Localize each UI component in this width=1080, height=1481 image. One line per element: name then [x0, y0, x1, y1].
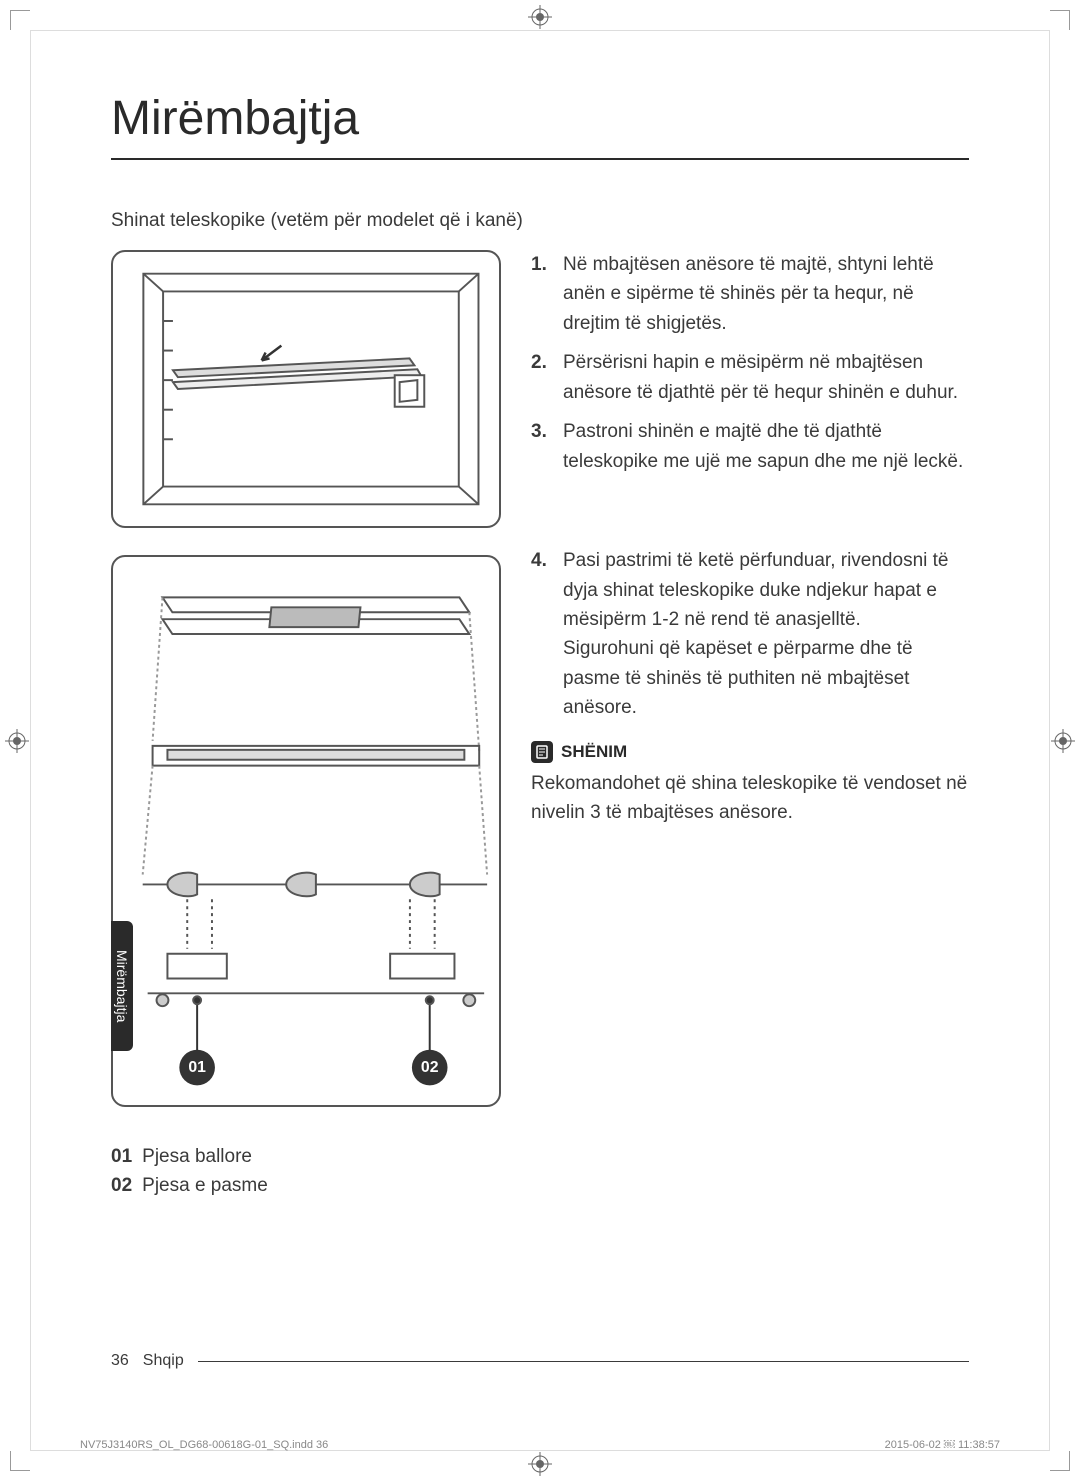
callout-02: 02 [421, 1059, 439, 1076]
steps-list-b: 4. Pasi pastrimi të ketë përfunduar, riv… [531, 546, 969, 723]
footer-rule [198, 1361, 969, 1362]
step-item: 4. Pasi pastrimi të ketë përfunduar, riv… [531, 546, 969, 723]
steps-list-a: 1. Në mbajtësen anësore të majtë, shtyni… [531, 250, 969, 476]
note-text: Rekomandohet që shina teleskopike të ven… [531, 769, 969, 828]
crop-mark [1050, 1451, 1070, 1471]
registration-mark-icon [5, 729, 29, 753]
legend-num: 01 [111, 1142, 132, 1171]
legend-text: Pjesa e pasme [142, 1171, 268, 1200]
legend-num: 02 [111, 1171, 132, 1200]
step-item: 3. Pastroni shinën e majtë dhe të djatht… [531, 417, 969, 476]
step-number: 1. [531, 250, 553, 338]
diagram-remove-rail [111, 250, 501, 528]
section-subtitle: Shinat teleskopike (vetëm për modelet që… [111, 210, 969, 232]
crop-mark [10, 10, 30, 30]
print-footer: NV75J3140RS_OL_DG68-00618G-01_SQ.indd 36… [80, 1439, 1000, 1451]
step-item: 1. Në mbajtësen anësore të majtë, shtyni… [531, 250, 969, 338]
legend-row: 01 Pjesa ballore [111, 1142, 501, 1171]
print-timestamp: 2015-06-02 ￼ 11:38:57 [885, 1439, 1000, 1451]
crop-mark [10, 1451, 30, 1471]
step-text: Në mbajtësen anësore të majtë, shtyni le… [563, 250, 969, 338]
note-icon [531, 741, 553, 763]
registration-mark-icon [528, 1452, 552, 1476]
right-column: 1. Në mbajtësen anësore të majtë, shtyni… [531, 250, 969, 1201]
page-container: Mirëmbajtja Shinat teleskopike (vetëm pë… [30, 30, 1050, 1451]
side-tab: Mirëmbajtja [111, 921, 133, 1051]
page-title: Mirëmbajtja [111, 91, 969, 160]
step-text: Pasi pastrimi të ketë përfunduar, rivend… [563, 546, 969, 723]
page-number: 36 [111, 1352, 129, 1370]
step-item: 2. Përsërisni hapin e mësipërm në mbajtë… [531, 348, 969, 407]
diagram-rail-parts: 01 02 [111, 555, 501, 1107]
step-text: Përsërisni hapin e mësipërm në mbajtësen… [563, 348, 969, 407]
callout-01: 01 [188, 1059, 206, 1076]
page-language: Shqip [143, 1352, 184, 1370]
diagram-legend: 01 Pjesa ballore 02 Pjesa e pasme [111, 1142, 501, 1201]
left-column: 01 02 01 Pjesa ballore 02 Pjesa e pasme [111, 250, 501, 1201]
content-columns: 01 02 01 Pjesa ballore 02 Pjesa e pasme … [111, 250, 969, 1201]
step-number: 4. [531, 546, 553, 723]
step-text: Pastroni shinën e majtë dhe të djathtë t… [563, 417, 969, 476]
page-footer: 36 Shqip [111, 1352, 969, 1370]
step-number: 2. [531, 348, 553, 407]
print-filename: NV75J3140RS_OL_DG68-00618G-01_SQ.indd 36 [80, 1439, 328, 1451]
registration-mark-icon [1051, 729, 1075, 753]
note-label: SHËNIM [561, 742, 627, 762]
legend-row: 02 Pjesa e pasme [111, 1171, 501, 1200]
legend-text: Pjesa ballore [142, 1142, 252, 1171]
step-number: 3. [531, 417, 553, 476]
note-heading: SHËNIM [531, 741, 969, 763]
crop-mark [1050, 10, 1070, 30]
registration-mark-icon [528, 5, 552, 29]
